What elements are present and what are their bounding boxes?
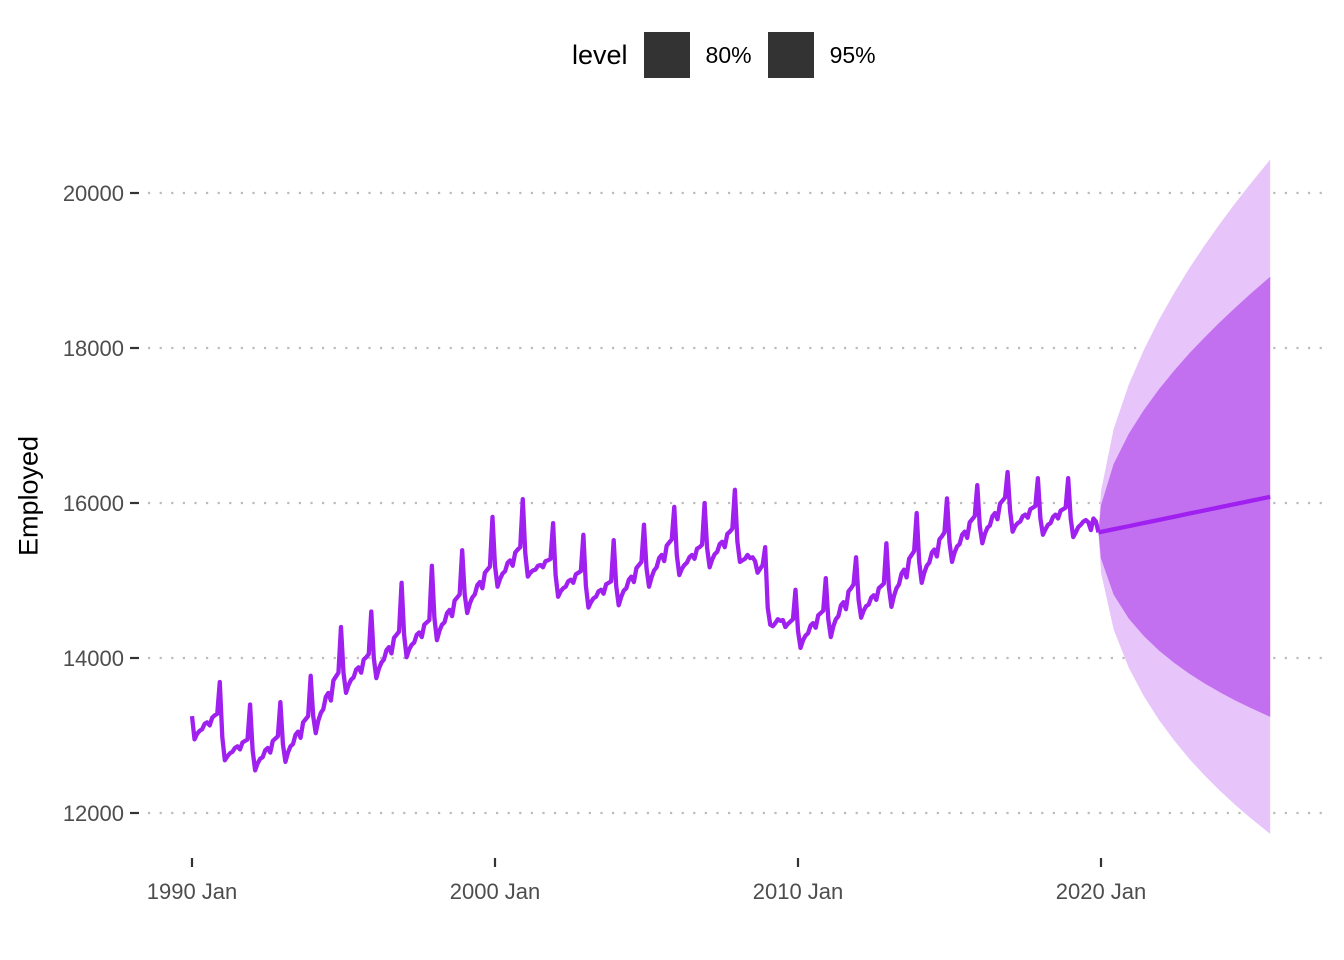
legend-title: level <box>572 39 628 70</box>
x-tick-label: 2020 Jan <box>1056 879 1147 904</box>
legend-key-80 <box>643 32 690 78</box>
x-tick-label: 2000 Jan <box>450 879 541 904</box>
y-tick-label: 14000 <box>63 646 124 671</box>
forecast-mean-line <box>1098 494 1271 535</box>
y-tick-label: 18000 <box>63 336 124 361</box>
y-tick-label: 12000 <box>63 801 124 826</box>
legend-label-95: 95% <box>829 41 876 68</box>
legend-key-95 <box>767 32 814 78</box>
forecast-interval-80 <box>1098 276 1271 717</box>
legend: level 80% 95% <box>572 32 892 78</box>
series-line-employed <box>189 469 1101 773</box>
y-tick-label: 16000 <box>63 491 124 516</box>
x-tick-label: 1990 Jan <box>147 879 238 904</box>
legend-label-80: 80% <box>705 41 752 68</box>
x-tick-label: 2010 Jan <box>753 879 844 904</box>
y-tick-label: 20000 <box>63 181 124 206</box>
